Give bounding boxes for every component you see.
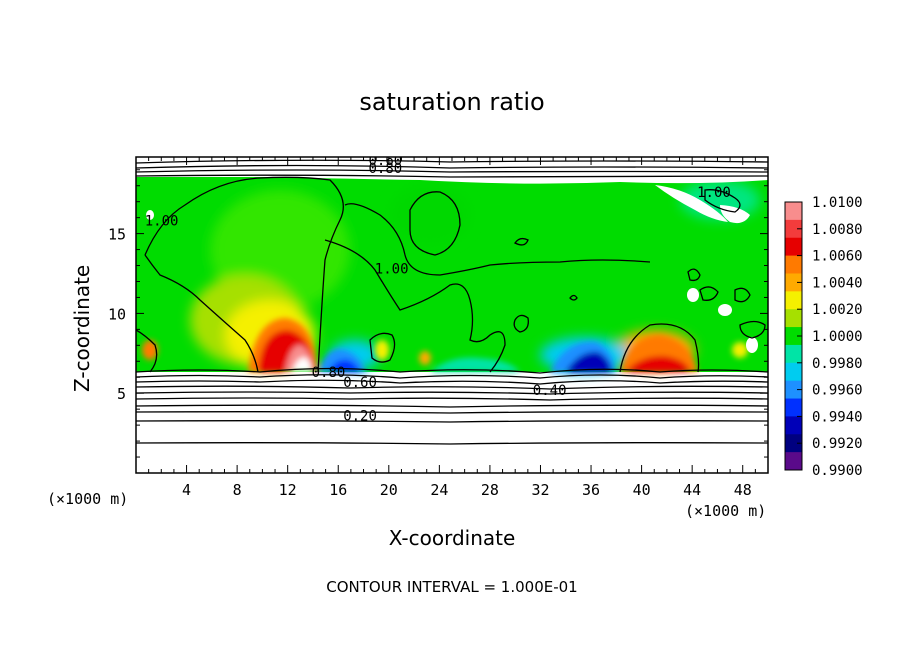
x-tick-label: 44 — [683, 481, 701, 499]
colorbar-tick-label: 1.0040 — [812, 275, 863, 291]
colorbar-tick-label: 1.0080 — [812, 222, 863, 238]
warm-blob — [142, 340, 158, 360]
colorbar-tick-label: 1.0000 — [812, 329, 863, 345]
colorbar-tick-label: 0.9900 — [812, 463, 863, 479]
z-unit-label: (×1000 m) — [47, 490, 129, 508]
dry-patch — [146, 210, 154, 220]
contour-label: 0.80 — [368, 161, 402, 177]
colorbar-tick-label: 1.0100 — [812, 195, 863, 211]
colorbar-swatch — [785, 416, 802, 435]
contour-label: 1.00 — [145, 214, 179, 230]
contour-label: 0.60 — [368, 153, 402, 169]
colorbar-swatch — [785, 398, 802, 417]
contour-label: 0.20 — [343, 408, 377, 424]
colorbar-tick-label: 0.9940 — [812, 409, 863, 425]
contour-label: 0.40 — [533, 383, 567, 399]
field-highlight — [390, 185, 470, 245]
warm-blob — [732, 342, 748, 358]
dry-patch — [687, 288, 699, 302]
colorbar-swatch — [785, 291, 802, 310]
colorbar: 1.0100 1.0080 1.0060 1.0040 1.0020 1.0000 0.99… — [784, 195, 863, 479]
warm-blob — [375, 340, 389, 360]
colorbar-tick-label: 0.9920 — [812, 436, 863, 452]
x-tick-label: 12 — [279, 481, 297, 499]
y-axis: 5 10 15 — [108, 169, 768, 458]
colorbar-swatch — [785, 434, 802, 453]
x-tick-label: 48 — [734, 481, 752, 499]
colorbar-swatch — [785, 327, 802, 346]
colorbar-tick-label: 1.0020 — [812, 302, 863, 318]
contour-label: 0.60 — [343, 375, 377, 391]
colorbar-swatch — [785, 273, 802, 292]
y-tick-label: 5 — [117, 385, 126, 403]
colorbar-swatch — [785, 362, 802, 382]
dry-patch — [655, 185, 728, 222]
contour-label: 1.00 — [375, 262, 409, 278]
dry-patch — [718, 304, 732, 316]
colorbar-swatch — [785, 309, 802, 328]
plume-right-red — [625, 355, 690, 372]
y-axis-label: Z-coordinate — [70, 264, 94, 392]
cold-pocket-right-core — [565, 351, 612, 372]
colorbar-tick-label: 1.0060 — [812, 249, 863, 265]
colorbar-tick-label: 0.9980 — [812, 356, 863, 372]
x-tick-label: 24 — [430, 481, 448, 499]
x-tick-label: 20 — [380, 481, 398, 499]
x-tick-label: 16 — [329, 481, 347, 499]
warm-blob — [419, 351, 431, 365]
contour-label: 0.80 — [312, 365, 346, 381]
colorbar-swatch — [785, 219, 802, 239]
contour-label: 1.00 — [697, 185, 731, 201]
x-tick-label: 28 — [481, 481, 499, 499]
colorbar-tick-label: 0.9960 — [812, 383, 863, 399]
colorbar-swatch — [785, 380, 802, 400]
x-tick-label: 8 — [233, 481, 242, 499]
dry-patch — [720, 205, 750, 224]
y-tick-label: 15 — [108, 226, 126, 244]
x-tick-label: 4 — [182, 481, 191, 499]
y-tick-label: 10 — [108, 305, 126, 323]
chart-title: saturation ratio — [359, 88, 545, 116]
x-tick-label: 40 — [633, 481, 651, 499]
x-tick-label: 36 — [582, 481, 600, 499]
colorbar-swatch — [785, 344, 802, 364]
x-unit-label: (×1000 m) — [685, 502, 767, 520]
colorbar-swatch — [785, 202, 802, 221]
contour-interval-note: CONTOUR INTERVAL = 1.000E-01 — [326, 578, 578, 596]
contour-label-group: 0.80 0.60 1.00 1.00 1.00 0.80 0.60 0.40 … — [145, 153, 731, 424]
heatmap-field: 0.80 0.60 1.00 1.00 1.00 0.80 0.60 0.40 … — [136, 153, 768, 473]
x-axis-label: X-coordinate — [388, 526, 516, 550]
x-axis: 4 8 12 16 20 24 28 32 36 40 44 48 — [148, 157, 756, 499]
dry-patch — [746, 337, 758, 353]
colorbar-swatch — [785, 255, 802, 274]
contour-lines — [136, 159, 768, 445]
colorbar-swatch — [785, 452, 802, 471]
x-tick-label: 32 — [531, 481, 549, 499]
colorbar-swatch — [785, 237, 802, 257]
